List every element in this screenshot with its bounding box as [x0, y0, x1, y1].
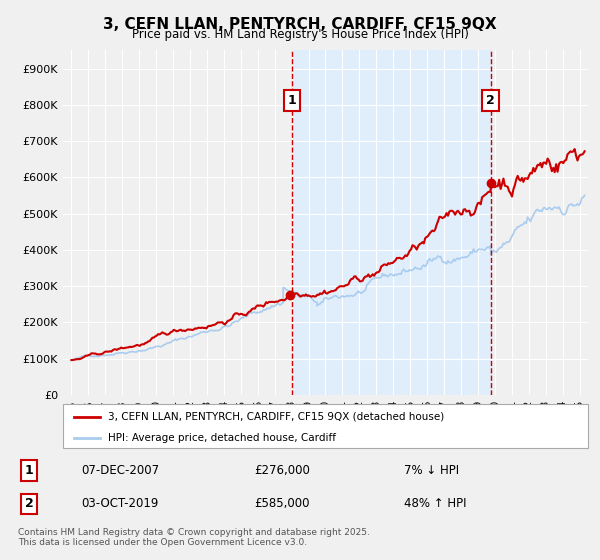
Text: Contains HM Land Registry data © Crown copyright and database right 2025.
This d: Contains HM Land Registry data © Crown c… [18, 528, 370, 547]
Text: 1: 1 [287, 94, 296, 107]
Bar [292, 50, 491, 395]
Text: 03-OCT-2019: 03-OCT-2019 [81, 497, 158, 510]
FancyBboxPatch shape [63, 404, 588, 448]
Text: £276,000: £276,000 [254, 464, 310, 477]
Text: 48% ↑ HPI: 48% ↑ HPI [404, 497, 466, 510]
Text: HPI: Average price, detached house, Cardiff: HPI: Average price, detached house, Card… [107, 433, 335, 444]
Text: 3, CEFN LLAN, PENTYRCH, CARDIFF, CF15 9QX: 3, CEFN LLAN, PENTYRCH, CARDIFF, CF15 9Q… [103, 17, 497, 32]
Text: 07-DEC-2007: 07-DEC-2007 [81, 464, 159, 477]
Text: 2: 2 [25, 497, 34, 510]
Text: 1: 1 [25, 464, 34, 477]
Text: Price paid vs. HM Land Registry's House Price Index (HPI): Price paid vs. HM Land Registry's House … [131, 28, 469, 41]
Text: 3, CEFN LLAN, PENTYRCH, CARDIFF, CF15 9QX (detached house): 3, CEFN LLAN, PENTYRCH, CARDIFF, CF15 9Q… [107, 412, 444, 422]
Text: £585,000: £585,000 [254, 497, 310, 510]
Text: 7% ↓ HPI: 7% ↓ HPI [404, 464, 459, 477]
Text: 2: 2 [486, 94, 495, 107]
